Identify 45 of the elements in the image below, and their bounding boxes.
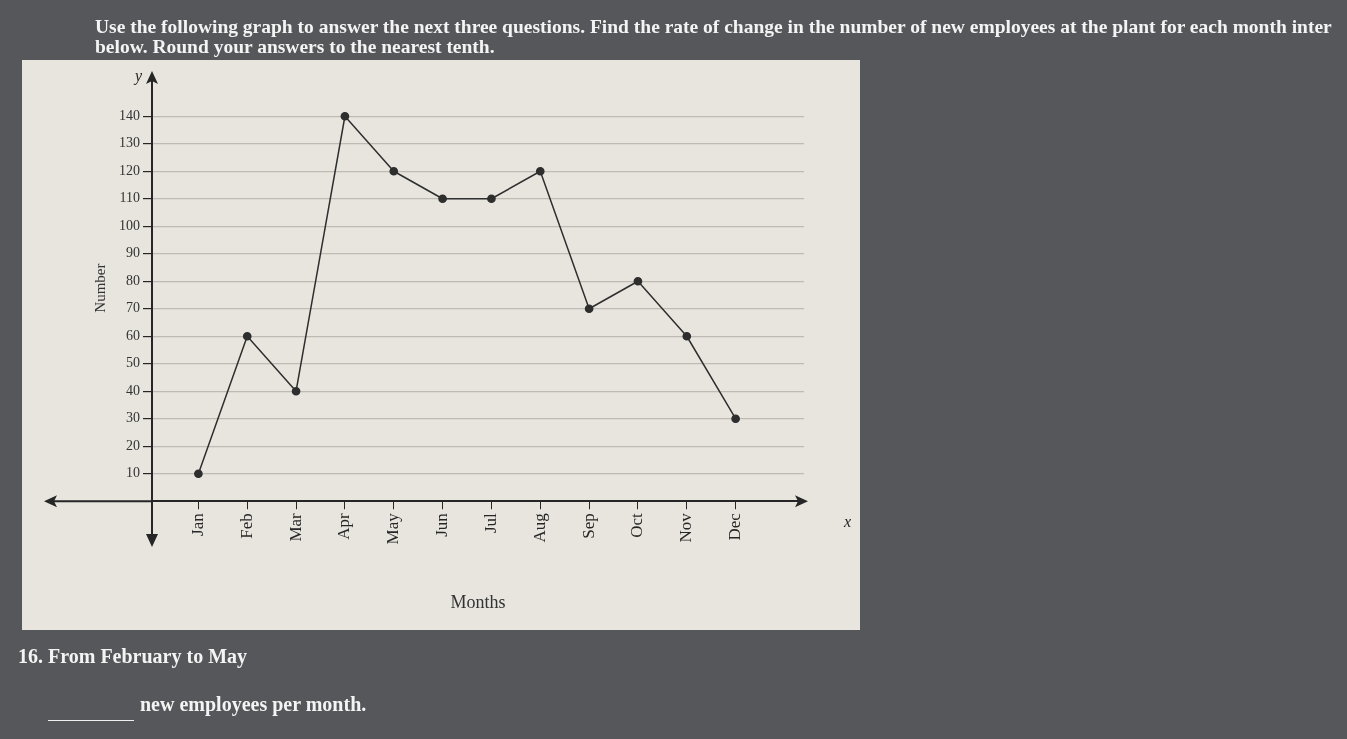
y-tick-label: 90 bbox=[126, 245, 140, 261]
point bbox=[242, 331, 252, 341]
x-tick-label: Apr bbox=[334, 512, 354, 540]
x-tick-label: Jan bbox=[187, 512, 207, 536]
text: new employees per month. bbox=[140, 693, 367, 716]
text: 16. From February to May bbox=[18, 645, 248, 668]
chart-title: Use the following graph to answer the next three questions. Find the rate of change in the number of new employees at the plant for each month inter below. Round your answers to the nearest tenth. bbox=[95, 16, 1332, 57]
y-tick-label: 100 bbox=[119, 217, 140, 233]
text: x bbox=[843, 513, 852, 531]
y-tick-label: 50 bbox=[126, 355, 140, 371]
point bbox=[194, 469, 203, 479]
point bbox=[535, 166, 545, 176]
y-tick-label: 40 bbox=[126, 382, 140, 398]
point bbox=[389, 166, 399, 176]
x-tick-label: Mar bbox=[285, 512, 305, 542]
y-tick-label: 20 bbox=[126, 437, 140, 453]
y-tick-label: 80 bbox=[126, 272, 140, 288]
x-tick-label: Feb bbox=[236, 513, 256, 539]
x-tick-label: Nov bbox=[676, 512, 696, 543]
y-tick-label: 140 bbox=[119, 107, 140, 123]
x-tick-label: Jun bbox=[432, 512, 452, 537]
point bbox=[340, 111, 350, 121]
point bbox=[633, 276, 643, 286]
point bbox=[682, 331, 692, 341]
x-tick-label: Sep bbox=[578, 513, 598, 539]
y-tick-label: 70 bbox=[126, 300, 140, 316]
point bbox=[487, 194, 496, 204]
y-tick-label: 30 bbox=[126, 410, 140, 426]
y-axis-title: Number bbox=[91, 263, 108, 313]
point bbox=[731, 414, 740, 424]
x-tick-label: Jul bbox=[480, 512, 500, 534]
y-tick-label: 130 bbox=[119, 135, 140, 151]
point bbox=[291, 386, 301, 396]
x-tick-label: May bbox=[383, 512, 403, 545]
x-tick-label: Aug bbox=[529, 512, 549, 543]
y-tick-label: 60 bbox=[126, 327, 140, 343]
text: y bbox=[132, 67, 143, 86]
y-tick-label: 120 bbox=[119, 162, 140, 178]
y-tick-label: 10 bbox=[126, 465, 140, 481]
x-axis-title: Months bbox=[450, 591, 506, 612]
x-tick-label: Dec bbox=[725, 512, 745, 541]
point bbox=[438, 194, 447, 204]
point bbox=[584, 304, 594, 314]
y-tick-label: 110 bbox=[119, 190, 140, 206]
x-tick-label: Oct bbox=[627, 512, 647, 538]
